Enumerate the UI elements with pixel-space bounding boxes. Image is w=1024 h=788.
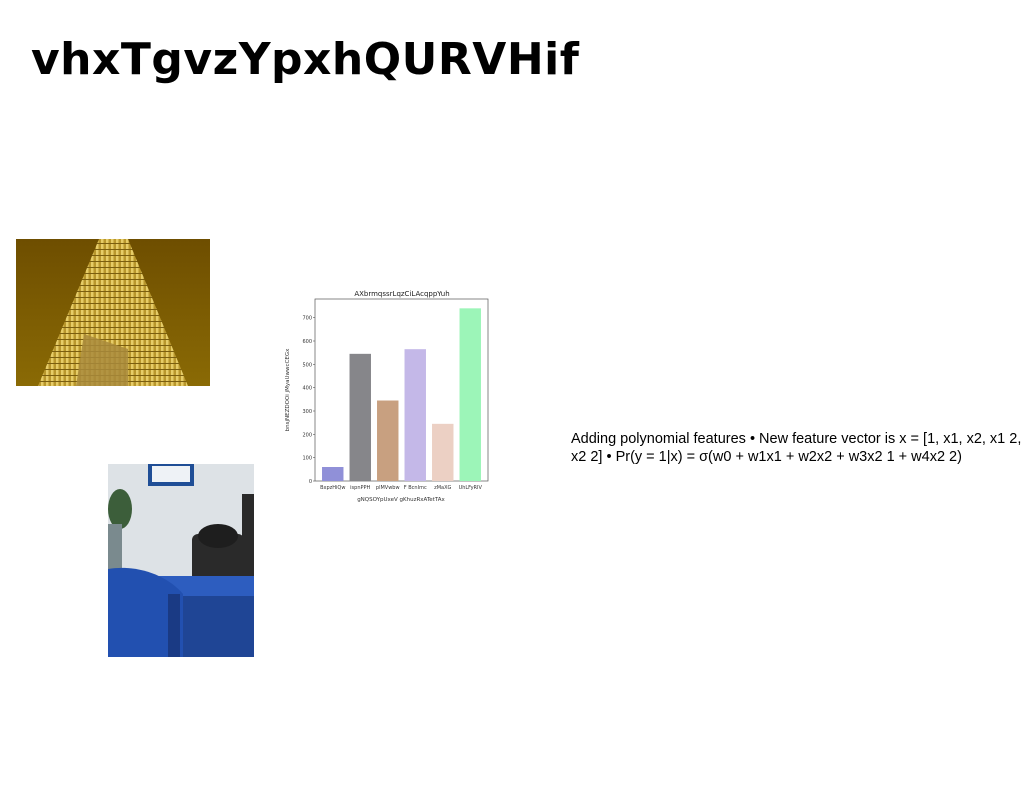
bar-1: [349, 353, 371, 481]
x-axis-label: gNQSOYpUxeV gKhuzRxATetTAx: [357, 497, 445, 503]
y-tick-label: 400: [302, 386, 312, 392]
building-photo: [16, 239, 210, 386]
bar-4: [432, 423, 454, 481]
y-tick-label: 300: [302, 409, 312, 415]
x-tick-label: F BcnImc: [404, 485, 427, 491]
x-tick-label: UhLFyRIV: [459, 485, 483, 491]
bar-0: [322, 467, 344, 481]
x-tick-label: zMaXG: [434, 485, 451, 491]
bar-2: [377, 400, 399, 481]
x-tick-label: BxpzHiQw: [320, 485, 345, 491]
y-axis-label: bnsjNEZDOOi jMyaUwwcCEGx: [285, 348, 291, 431]
chart-title: AXbrmqssrLqzCiLAcqppYuh: [354, 290, 449, 298]
x-tick-label: ispnPPH: [350, 485, 370, 491]
y-tick-label: 0: [309, 479, 312, 485]
slide-title: vhxTgvzYpxhQURVHif: [31, 34, 580, 85]
plot-frame: [314, 298, 489, 482]
desk-phone-photo: [108, 464, 254, 657]
y-tick-label: 600: [302, 339, 312, 345]
x-tick-label: plMVwbw: [376, 485, 400, 491]
bar-5: [459, 308, 481, 481]
y-tick-label: 100: [302, 456, 312, 462]
bar-3: [404, 349, 426, 481]
bar-chart: AXbrmqssrLqzCiLAcqppYuh bnsjNEZDOOi jMya…: [276, 282, 498, 512]
y-tick-label: 200: [302, 432, 312, 438]
body-text: Adding polynomial features • New feature…: [571, 431, 1022, 465]
y-tick-label: 500: [302, 362, 312, 368]
y-tick-label: 700: [302, 316, 312, 322]
